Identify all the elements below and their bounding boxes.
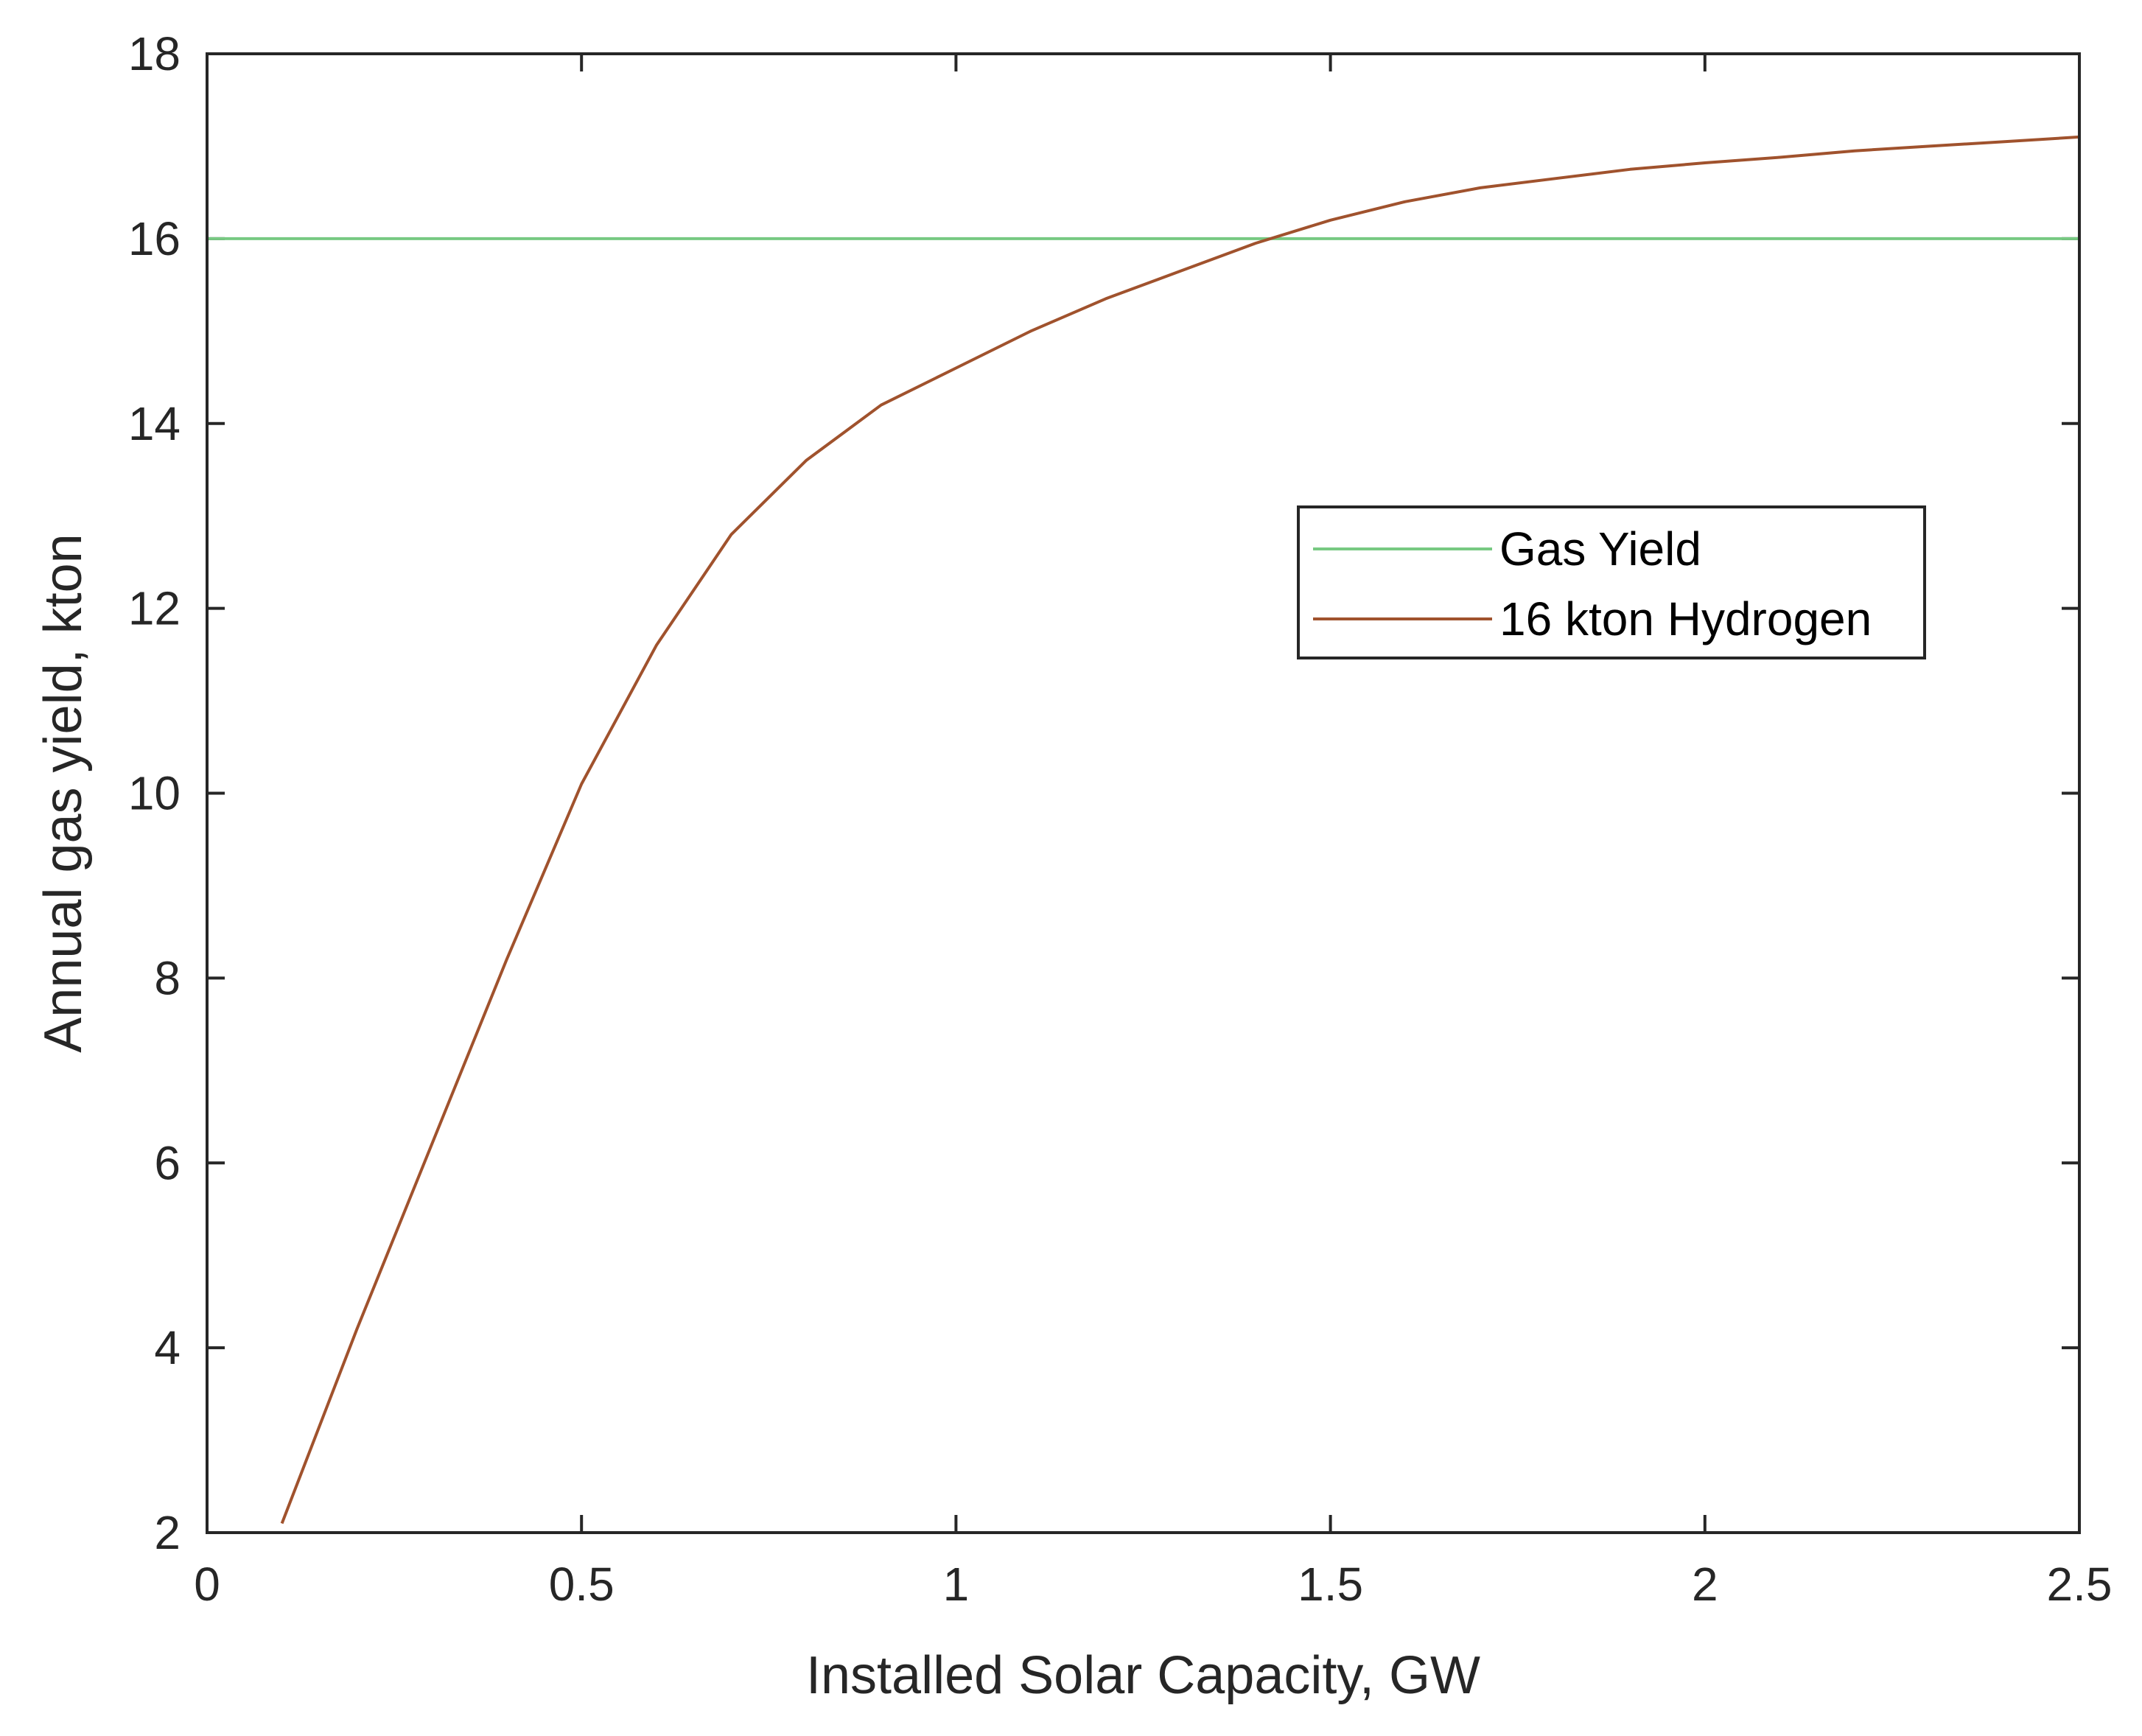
series-line-16-kton-hydrogen — [280, 135, 2080, 1525]
y-tick-label: 16 — [128, 212, 181, 265]
x-tick-label: 0.5 — [549, 1558, 615, 1611]
y-tick-label: 18 — [128, 27, 181, 80]
x-tick-label: 1 — [943, 1558, 970, 1611]
y-tick-label: 4 — [154, 1321, 181, 1374]
x-tick-label: 2.5 — [2047, 1558, 2113, 1611]
y-tick-label: 8 — [154, 951, 181, 1004]
x-tick-label: 0 — [194, 1558, 220, 1611]
y-tick-label: 6 — [154, 1136, 181, 1189]
legend-box — [1297, 505, 1926, 659]
y-axis-label: Annual gas yield, kton — [34, 533, 93, 1052]
y-tick-label: 12 — [128, 582, 181, 635]
y-tick-label: 10 — [128, 767, 181, 820]
y-tick-label: 2 — [154, 1506, 181, 1559]
y-axis-ticks: 2 4 6 8 10 12 14 16 18 — [128, 27, 2079, 1559]
legend-label-gas-yield: Gas Yield — [1499, 522, 1701, 575]
legend-label-16-kton-hydrogen: 16 kton Hydrogen — [1499, 592, 1872, 645]
y-tick-label: 14 — [128, 397, 181, 450]
legend: Gas Yield 16 kton Hydrogen — [1297, 505, 1926, 659]
x-tick-label: 1.5 — [1298, 1558, 1363, 1611]
plot-area-frame — [206, 52, 2081, 1534]
x-axis-label: Installed Solar Capacity, GW — [806, 1646, 1480, 1705]
series-layer — [207, 135, 2080, 1525]
x-axis-ticks: 0 0.5 1 1.5 2 2.5 — [194, 54, 2112, 1611]
x-tick-label: 2 — [1692, 1558, 1718, 1611]
